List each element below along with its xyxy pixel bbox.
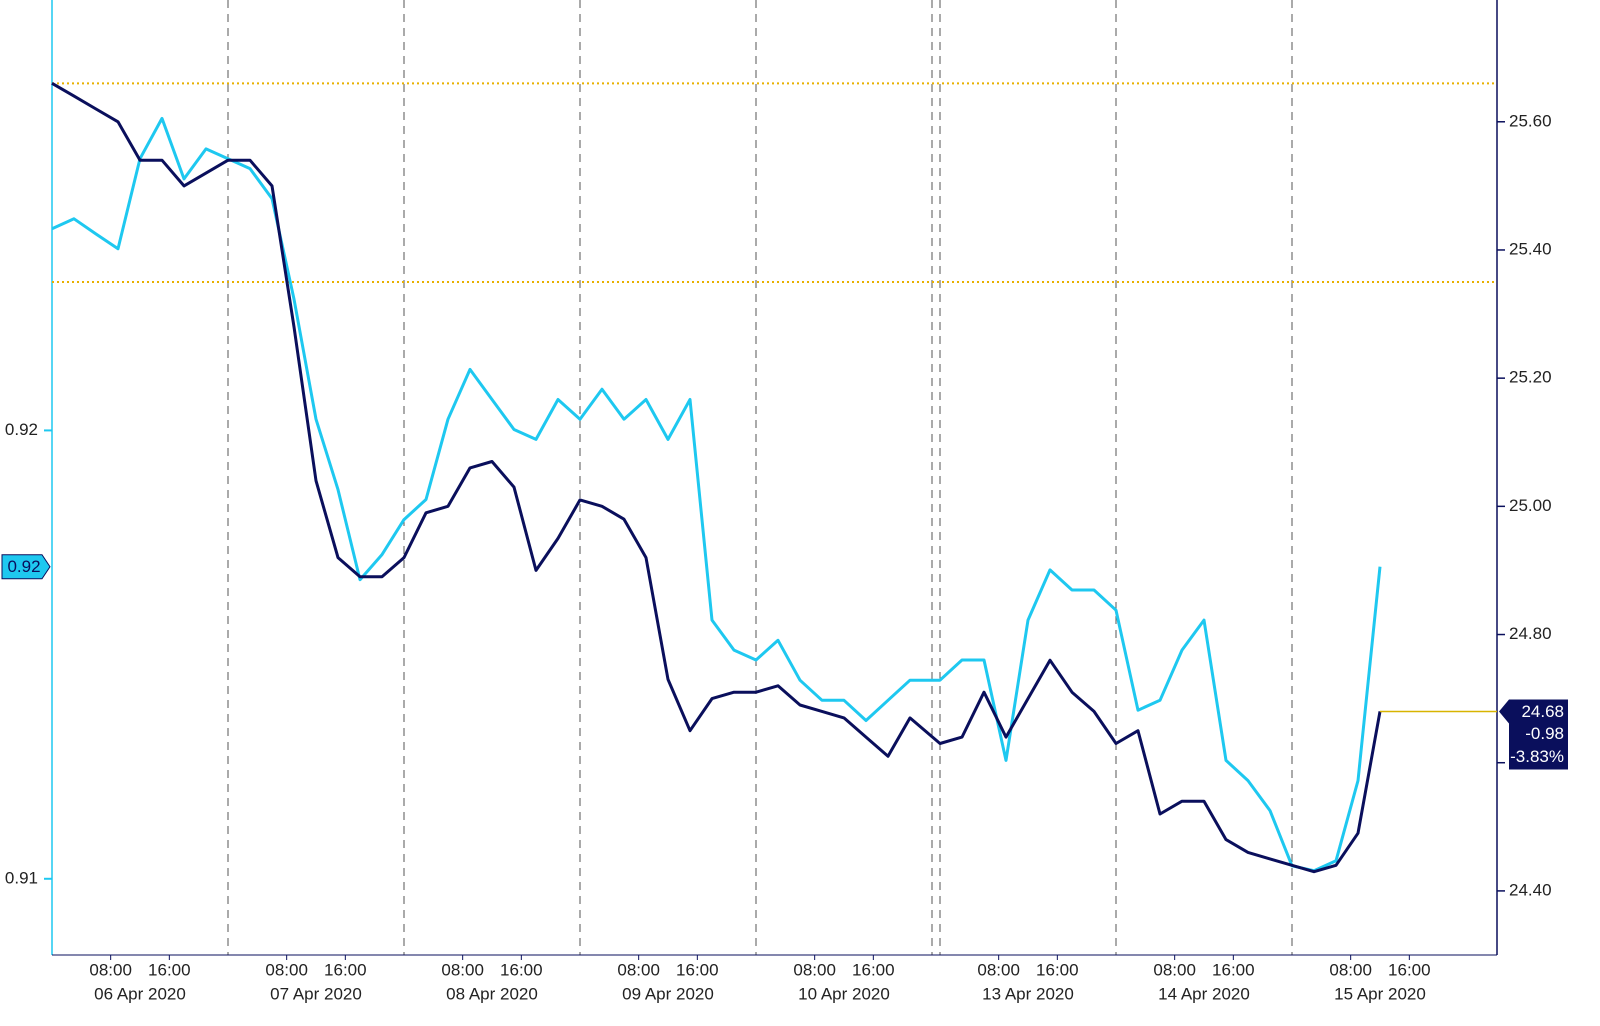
last-value-box (1499, 699, 1568, 770)
x-tick-label: 08:00 (89, 960, 132, 979)
day-label: 06 Apr 2020 (94, 984, 186, 1003)
last-value-box (1, 554, 51, 580)
change-pct-label: -3.83% (1510, 747, 1564, 766)
y-tick-label: 0.91 (5, 868, 38, 887)
x-tick-label: 16:00 (148, 960, 191, 979)
day-label: 09 Apr 2020 (622, 984, 714, 1003)
x-tick-label: 08:00 (617, 960, 660, 979)
x-tick-label: 16:00 (324, 960, 367, 979)
last-value-label: 0.92 (7, 557, 40, 576)
y2-tick-label: 24.80 (1509, 624, 1552, 643)
x-tick-label: 08:00 (265, 960, 308, 979)
x-tick-label: 08:00 (1153, 960, 1196, 979)
x-tick-label: 08:00 (977, 960, 1020, 979)
x-tick-label: 16:00 (1388, 960, 1431, 979)
day-label: 10 Apr 2020 (798, 984, 890, 1003)
day-label: 14 Apr 2020 (1158, 984, 1250, 1003)
x-tick-label: 16:00 (676, 960, 719, 979)
day-label: 08 Apr 2020 (446, 984, 538, 1003)
y2-tick-label: 25.60 (1509, 111, 1552, 130)
y-tick-label: 0.92 (5, 420, 38, 439)
y2-tick-label: 25.20 (1509, 368, 1552, 387)
x-tick-label: 08:00 (441, 960, 484, 979)
x-tick-label: 16:00 (1212, 960, 1255, 979)
last-value-label: 24.68 (1521, 702, 1564, 721)
x-tick-label: 16:00 (852, 960, 895, 979)
y2-tick-label: 25.40 (1509, 239, 1552, 258)
x-tick-label: 16:00 (1036, 960, 1079, 979)
x-tick-label: 08:00 (793, 960, 836, 979)
y2-tick-label: 24.40 (1509, 880, 1552, 899)
x-tick-label: 16:00 (500, 960, 543, 979)
day-label: 07 Apr 2020 (270, 984, 362, 1003)
y2-tick-label: 25.00 (1509, 496, 1552, 515)
day-label: 15 Apr 2020 (1334, 984, 1426, 1003)
series-line (51, 116, 1382, 873)
change-label: -0.98 (1525, 724, 1564, 743)
x-tick-label: 08:00 (1329, 960, 1372, 979)
day-label: 13 Apr 2020 (982, 984, 1074, 1003)
series-line (51, 82, 1382, 874)
